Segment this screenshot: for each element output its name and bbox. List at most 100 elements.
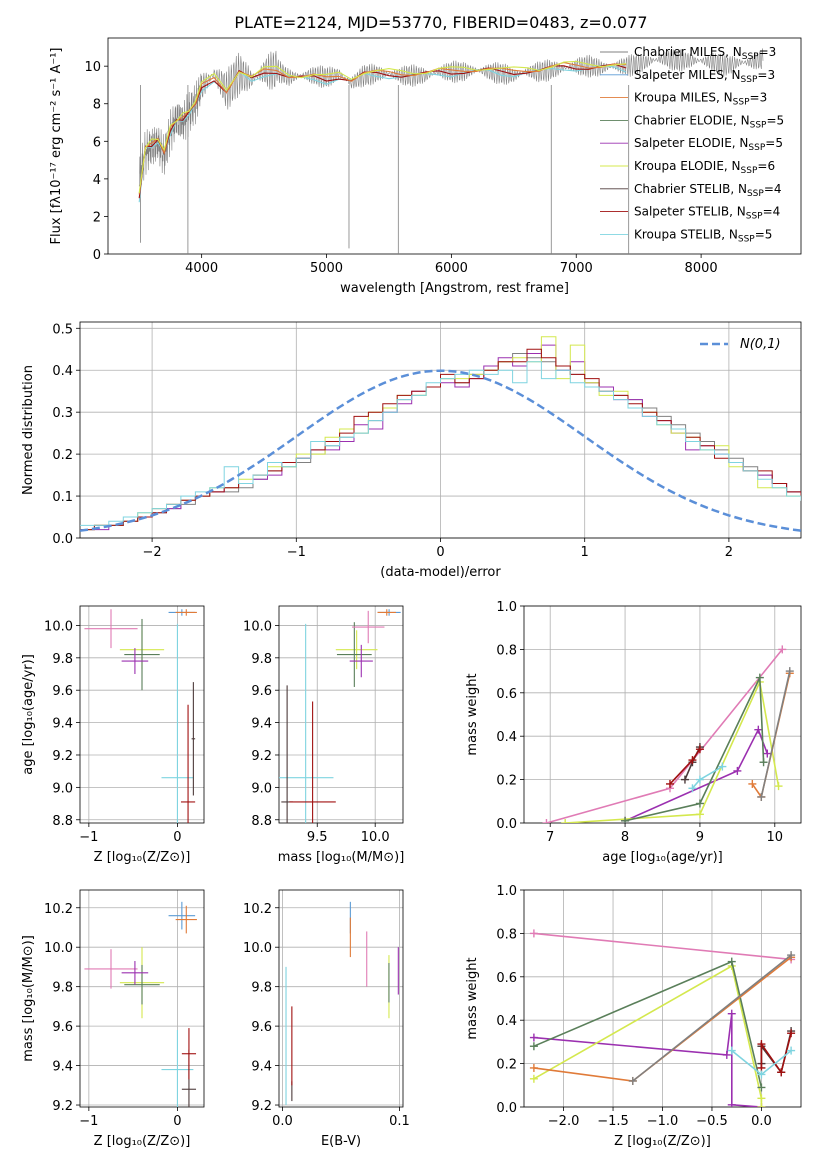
histogram-step xyxy=(80,361,801,526)
y-tick-label: 1.0 xyxy=(496,600,517,615)
errorbars xyxy=(84,901,197,1107)
x-tick-label: −1 xyxy=(79,830,98,845)
series-line xyxy=(624,727,769,822)
y-axis-label: mass weight xyxy=(465,957,480,1039)
series-line xyxy=(760,670,791,798)
x-tick-label: 7000 xyxy=(560,261,593,276)
y-tick-label: 9.2 xyxy=(52,749,73,764)
y-tick-label: 9.4 xyxy=(251,1060,272,1075)
series-line xyxy=(533,932,792,961)
y-tick-label: 10.0 xyxy=(243,941,272,956)
errorbars xyxy=(84,609,197,823)
x-tick-label: 0 xyxy=(436,545,444,560)
x-tick-label: 7 xyxy=(546,830,554,845)
y-tick-label: 6 xyxy=(93,135,101,150)
series-line xyxy=(533,1013,762,1107)
y-tick-label: 8.8 xyxy=(251,814,272,829)
legend-label: Chabrier ELODIE, NSSP=5 xyxy=(634,113,784,130)
residuals-panel: −2 −1 0 1 2 0.0 0.1 0.2 0.3 0.4 0.5 (data-model)/er… xyxy=(21,321,802,580)
y-tick-label: 9.4 xyxy=(52,717,73,732)
x-tick-label: 0.1 xyxy=(389,1114,410,1129)
plot-frame xyxy=(278,889,404,1108)
mass_vs_EBV-panel: 0.0 0.1 9.2 9.4 9.6 9.8 10.0 10.2 E(B-V) xyxy=(243,889,410,1149)
x-axis-label: Z [log₁₀(Z/Z⊙)] xyxy=(94,1134,191,1149)
errorbars xyxy=(285,901,399,1106)
plot-frame xyxy=(79,889,205,1108)
x-tick-label: −1.0 xyxy=(647,1114,679,1129)
plot-frame xyxy=(79,605,205,824)
y-tick-label: 0.6 xyxy=(496,687,517,702)
mass_vs_Z-panel: −1 0 9.2 9.4 9.6 9.8 10.0 10.2 Z [log₁₀(Z/Z⊙)] ma… xyxy=(21,889,205,1149)
y-tick-label: 10.0 xyxy=(44,941,73,956)
x-tick-label: −2.0 xyxy=(548,1114,580,1129)
y-tick-label: 0.2 xyxy=(496,1058,517,1073)
legend-label: Kroupa ELODIE, NSSP=6 xyxy=(634,159,775,176)
y-tick-label: 8.8 xyxy=(52,814,73,829)
plot-frame xyxy=(278,605,404,824)
y-tick-label: 0.4 xyxy=(496,1014,517,1029)
x-tick-label: 9 xyxy=(696,830,704,845)
spectrum-legend: Chabrier MILES, NSSP=3 Salpeter MILES, NS… xyxy=(600,45,784,244)
x-axis-label: mass [log₁₀(M/M⊙)] xyxy=(278,850,405,865)
plot-frame xyxy=(79,321,802,539)
x-axis-label: age [log₁₀(age/yr)] xyxy=(602,850,723,865)
legend-label: Salpeter ELODIE, NSSP=5 xyxy=(634,136,783,153)
y-tick-label: 9.0 xyxy=(251,781,272,796)
x-tick-label: 0.0 xyxy=(272,1114,293,1129)
x-tick-label: 9.5 xyxy=(307,830,328,845)
x-tick-label: 0 xyxy=(173,830,181,845)
age_vs_Z-panel: −1 0 8.8 9.0 9.2 9.4 9.6 9.8 10.0 Z [log₁₀(Z/Z⊙)]… xyxy=(21,605,205,865)
y-tick-label: 9.2 xyxy=(251,749,272,764)
model-spectrum-line xyxy=(138,62,627,195)
data-spectrum-line xyxy=(138,48,764,187)
x-axis-label: wavelength [Angstrom, rest frame] xyxy=(340,281,569,296)
y-tick-label: 10 xyxy=(84,60,101,75)
y-tick-label: 0.0 xyxy=(496,817,517,832)
y-tick-label: 0.2 xyxy=(52,448,73,463)
y-tick-label: 0.4 xyxy=(496,730,517,745)
figure-title: PLATE=2124, MJD=53770, FIBERID=0483, z=0… xyxy=(234,13,647,32)
y-tick-label: 9.6 xyxy=(251,1020,272,1035)
x-tick-label: −2 xyxy=(143,545,162,560)
x-tick-label: 0.0 xyxy=(751,1114,772,1129)
legend-label: Chabrier STELIB, NSSP=4 xyxy=(634,182,782,199)
legend-label: Salpeter MILES, NSSP=3 xyxy=(634,68,775,85)
y-tick-label: 9.0 xyxy=(52,781,73,796)
y-axis-label: mass weight xyxy=(465,673,480,755)
y-tick-label: 8 xyxy=(93,98,101,113)
weight-lines xyxy=(529,929,796,1107)
plot-frame xyxy=(107,37,802,255)
y-axis-label: mass [log₁₀(M/M⊙)] xyxy=(21,935,36,1062)
x-axis-label: Z [log₁₀(Z/Z⊙)] xyxy=(614,1134,711,1149)
y-tick-label: 9.6 xyxy=(52,684,73,699)
histogram-step xyxy=(80,348,801,531)
x-tick-label: −1 xyxy=(287,545,306,560)
legend-label: Kroupa MILES, NSSP=3 xyxy=(634,91,767,108)
y-tick-label: 0.8 xyxy=(496,643,517,658)
y-tick-label: 0 xyxy=(93,248,101,263)
x-tick-label: 2 xyxy=(725,545,733,560)
y-tick-label: 0.0 xyxy=(52,532,73,547)
y-tick-label: 10.2 xyxy=(44,902,73,917)
y-tick-label: 9.2 xyxy=(251,1099,272,1114)
plot-frame xyxy=(523,889,802,1108)
y-axis-label: Flux [fλ10⁻¹⁷ erg cm⁻² s⁻¹ A⁻¹] xyxy=(49,48,64,245)
spectrum-panel: 4000 5000 6000 7000 8000 0 2 4 6 8 10 wavelength [A… xyxy=(49,37,802,296)
y-tick-label: 0.2 xyxy=(496,774,517,789)
y-tick-label: 9.8 xyxy=(251,652,272,667)
y-tick-label: 9.2 xyxy=(52,1099,73,1114)
massweight_vs_Z-panel: −2.0 −1.5 −1.0 −0.5 0.0 0.0 0.2 0.4 0.6 0.8 1.0 Z [… xyxy=(465,884,802,1149)
massweight_vs_age-panel: 7 8 9 10 0.0 0.2 0.4 0.6 0.8 1.0 age [log₁₀(age/yr… xyxy=(465,600,802,865)
y-tick-label: 10.0 xyxy=(44,619,73,634)
y-tick-label: 9.8 xyxy=(52,652,73,667)
x-tick-label: 1 xyxy=(581,545,589,560)
y-tick-label: 10.0 xyxy=(243,619,272,634)
x-tick-label: −1.5 xyxy=(597,1114,629,1129)
x-tick-label: 5000 xyxy=(310,261,343,276)
series-line xyxy=(751,673,791,799)
x-axis-label: (data-model)/error xyxy=(380,565,501,580)
y-tick-label: 9.8 xyxy=(251,981,272,996)
x-tick-label: 6000 xyxy=(435,261,468,276)
histogram-step xyxy=(80,353,801,531)
